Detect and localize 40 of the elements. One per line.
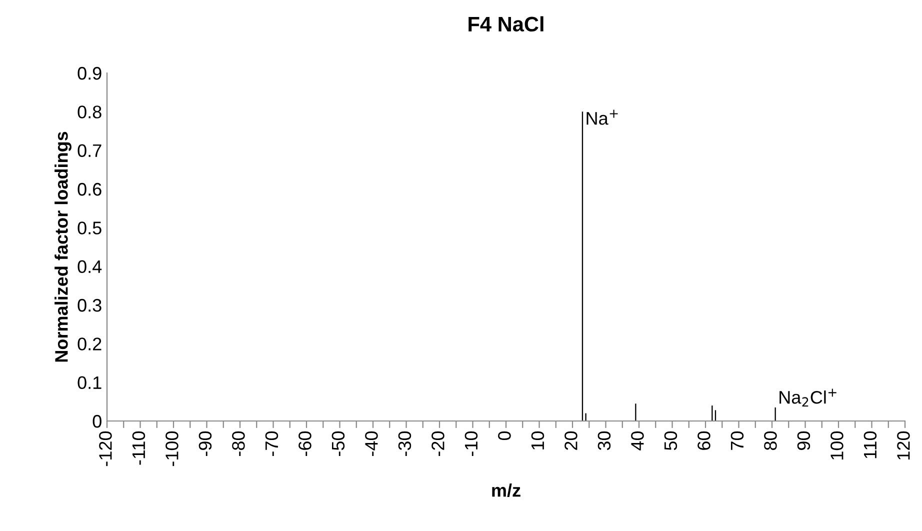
y-tick-label: 0.4 [78, 260, 102, 274]
x-tick-label: 50 [664, 431, 678, 450]
x-tick-label: -60 [298, 431, 312, 456]
x-tick-label: 10 [531, 431, 544, 450]
x-tick-label: -80 [232, 431, 245, 456]
x-tick-label: -10 [464, 431, 478, 456]
x-tick-label: 90 [797, 431, 810, 450]
x-tick-label: 40 [631, 431, 644, 450]
x-tick-label: 0 [498, 431, 511, 440]
x-tick-label: -20 [432, 431, 444, 456]
annotation: Na$_{2}$Cl$^{+}$ [780, 388, 836, 407]
x-tick-label: -90 [198, 431, 212, 456]
y-tick-label: 0.6 [78, 182, 102, 196]
x-tick-label: -30 [398, 431, 412, 456]
x-tick-label: 110 [864, 431, 877, 458]
y-tick-label: 0.9 [78, 66, 102, 80]
x-tick-label: -40 [365, 431, 378, 456]
x-tick-label: -110 [132, 431, 146, 465]
x-tick-label: 30 [598, 431, 611, 450]
y-tick-label: 0 [92, 414, 102, 428]
x-tick-label: 60 [698, 431, 710, 450]
y-tick-label: 0.7 [78, 144, 102, 158]
y-tick-label: 0.3 [78, 298, 102, 312]
x-tick-label: -50 [332, 431, 345, 456]
x-axis-title: m/z [492, 484, 520, 497]
x-tick-label: 70 [730, 431, 744, 450]
y-tick-label: 0.1 [78, 376, 102, 390]
x-tick-label: -100 [166, 431, 178, 466]
x-tick-label: 80 [764, 431, 777, 450]
chart-title: F4 NaCl [468, 16, 544, 32]
x-tick-label: -120 [99, 431, 112, 466]
y-tick-label: 0.2 [78, 338, 102, 350]
y-tick-label: 0.8 [78, 106, 102, 118]
x-tick-label: 120 [897, 431, 910, 460]
y-axis-title: Normalized factor loadings [54, 132, 72, 362]
x-tick-label: -70 [265, 431, 278, 456]
x-tick-label: 20 [564, 431, 578, 450]
x-tick-label: 100 [830, 431, 844, 460]
y-tick-label: 0.5 [78, 222, 102, 234]
annotation: Na$^{+}$ [586, 110, 618, 125]
